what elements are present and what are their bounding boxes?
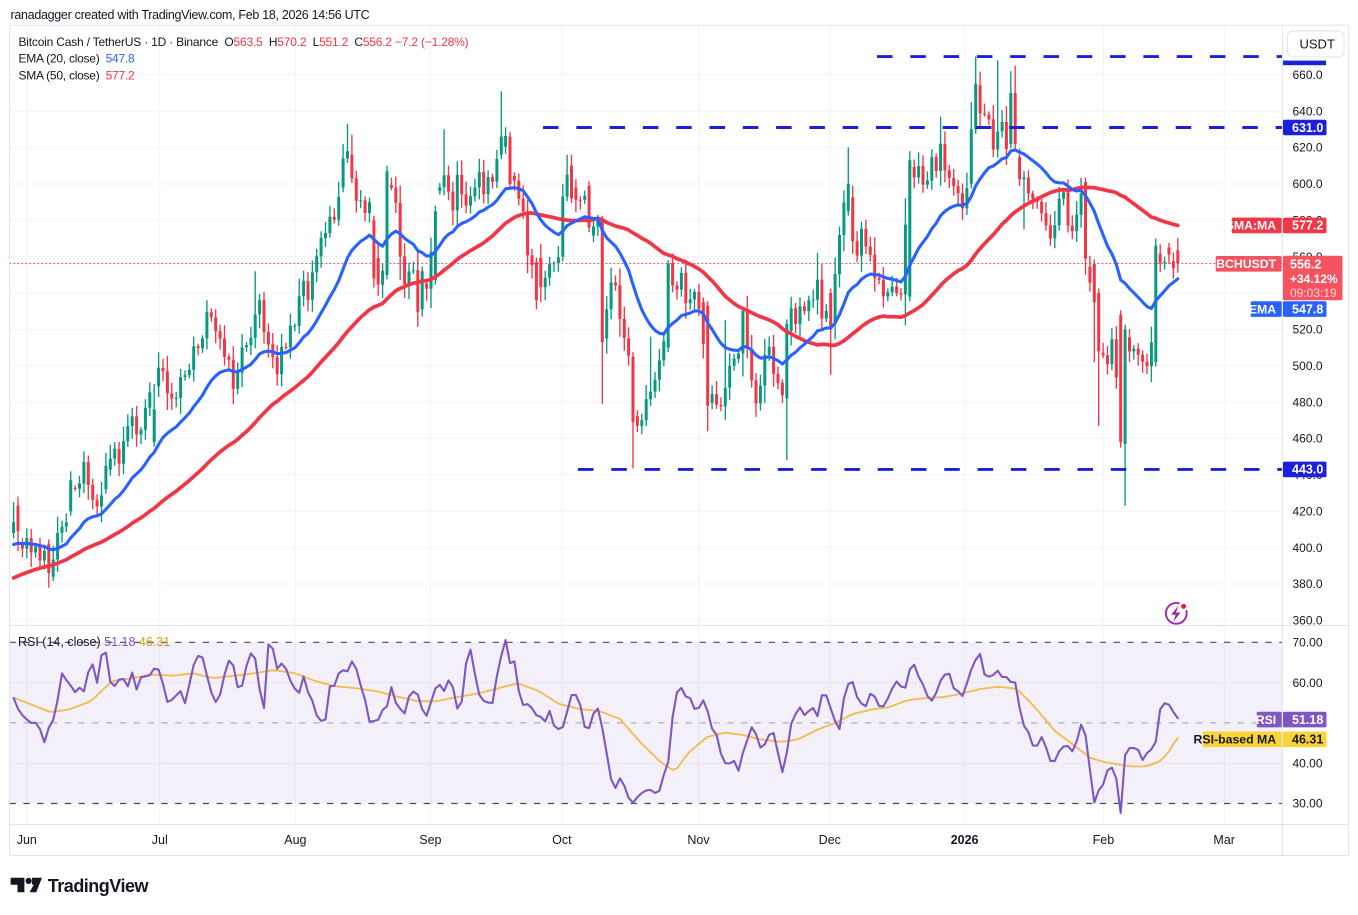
svg-text:Feb: Feb — [1093, 833, 1115, 847]
svg-text:ranadagger created with Tradin: ranadagger created with TradingView.com,… — [11, 8, 370, 22]
svg-text:Mar: Mar — [1213, 833, 1235, 847]
svg-text:577.2: 577.2 — [1292, 219, 1323, 233]
svg-text:40.00: 40.00 — [1293, 756, 1323, 770]
svg-text:360.0: 360.0 — [1293, 614, 1323, 628]
svg-text:400.0: 400.0 — [1293, 541, 1323, 555]
svg-text:SMA:MA: SMA:MA — [1226, 219, 1277, 233]
svg-text:Dec: Dec — [819, 833, 841, 847]
svg-text:Jul: Jul — [152, 833, 168, 847]
svg-text:RSI-based MA: RSI-based MA — [1194, 733, 1277, 747]
svg-text:556.2: 556.2 — [1290, 257, 1321, 271]
svg-text:640.0: 640.0 — [1293, 104, 1323, 118]
svg-text:RSI: RSI — [1256, 713, 1277, 727]
svg-text:520.0: 520.0 — [1293, 323, 1323, 337]
svg-text:Sep: Sep — [419, 833, 441, 847]
svg-text:SMA (50, close) 577.2: SMA (50, close) 577.2 — [19, 69, 135, 83]
svg-text:500.0: 500.0 — [1293, 359, 1323, 373]
svg-text:631.0: 631.0 — [1292, 121, 1323, 135]
svg-text:TradingView: TradingView — [48, 876, 150, 896]
svg-text:30.00: 30.00 — [1293, 797, 1323, 811]
svg-text:70.00: 70.00 — [1293, 636, 1323, 650]
svg-text:547.8: 547.8 — [1292, 302, 1323, 316]
svg-text:600.0: 600.0 — [1293, 177, 1323, 191]
svg-text:443.0: 443.0 — [1292, 463, 1323, 477]
svg-text:51.18: 51.18 — [1292, 713, 1323, 727]
svg-text:460.0: 460.0 — [1293, 432, 1323, 446]
svg-text:EMA: EMA — [1249, 302, 1276, 316]
svg-text:60.00: 60.00 — [1293, 676, 1323, 690]
svg-text:Oct: Oct — [552, 833, 572, 847]
svg-text:420.0: 420.0 — [1293, 504, 1323, 518]
svg-text:620.0: 620.0 — [1293, 141, 1323, 155]
svg-text:Bitcoin Cash / TetherUS · 1D ·: Bitcoin Cash / TetherUS · 1D · Binance O… — [19, 35, 469, 49]
svg-text:2026: 2026 — [951, 833, 979, 847]
svg-text:660.0: 660.0 — [1293, 68, 1323, 82]
svg-text:Nov: Nov — [687, 833, 710, 847]
svg-text:BCHUSDT: BCHUSDT — [1216, 257, 1277, 271]
svg-text:Jun: Jun — [17, 833, 37, 847]
svg-text:+34.12%: +34.12% — [1290, 272, 1338, 286]
svg-text:Aug: Aug — [284, 833, 306, 847]
svg-text:09:03:19: 09:03:19 — [1290, 286, 1337, 300]
svg-text:RSI (14, close) 51.18 46.31: RSI (14, close) 51.18 46.31 — [18, 635, 170, 649]
svg-text:EMA (20, close) 547.8: EMA (20, close) 547.8 — [19, 52, 135, 66]
svg-text:480.0: 480.0 — [1293, 395, 1323, 409]
svg-text:380.0: 380.0 — [1293, 577, 1323, 591]
svg-text:USDT: USDT — [1300, 36, 1335, 51]
svg-text:46.31: 46.31 — [1292, 733, 1323, 747]
